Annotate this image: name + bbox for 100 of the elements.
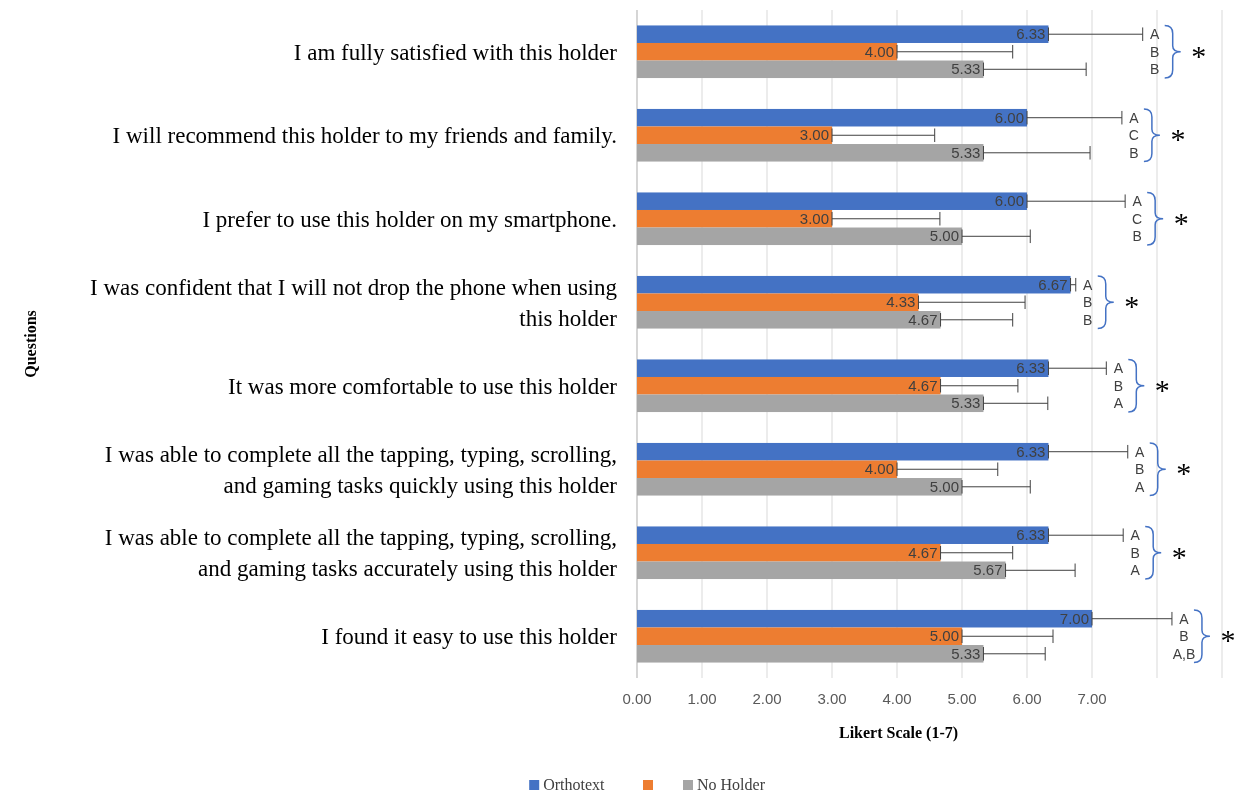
- annotation: *: [1220, 623, 1236, 657]
- bar: [637, 311, 941, 329]
- annotation: A: [1135, 443, 1146, 460]
- annotation: A: [1130, 527, 1141, 544]
- data-label: 6.67: [1038, 275, 1068, 293]
- x-tick-label: 0.00: [622, 690, 652, 707]
- x-tick-label: 7.00: [1077, 690, 1107, 707]
- bar: [637, 42, 897, 61]
- annotation: B: [1129, 144, 1139, 161]
- bar: [637, 293, 919, 312]
- data-label: 6.33: [1016, 442, 1046, 460]
- y-tick-label: I will recommend this holder to my friends and family.: [112, 123, 617, 149]
- annotation: B: [1135, 461, 1145, 478]
- legend-label: Orthotext: [543, 776, 606, 793]
- data-label: 5.00: [929, 477, 959, 495]
- annotation: *: [1170, 122, 1186, 156]
- data-label: 6.00: [994, 108, 1024, 126]
- bar: [637, 126, 832, 145]
- x-tick-label: 6.00: [1012, 690, 1042, 707]
- annotation: A: [1113, 360, 1124, 377]
- y-tick-label: I was able to complete all the tapping, typing, scrolling, and gaming tasks accurately using this holder: [104, 525, 618, 582]
- bar: [637, 192, 1027, 210]
- data-label: 5.33: [951, 644, 981, 662]
- annotation: *: [1176, 456, 1192, 490]
- data-label: 6.33: [1016, 526, 1046, 544]
- bar: [637, 526, 1049, 544]
- annotation: B: [1083, 311, 1093, 328]
- y-tick-label: I found it easy to use this holder: [321, 624, 618, 650]
- bar: [637, 209, 832, 228]
- annotation: *: [1124, 289, 1140, 323]
- x-tick-label: 4.00: [882, 690, 912, 707]
- annotation: B: [1150, 43, 1160, 60]
- annotation: A: [1130, 562, 1141, 579]
- x-tick-label: 5.00: [947, 690, 977, 707]
- y-tick-label: I was confident that I will not drop the phone when using this holder: [90, 274, 618, 331]
- bar: [637, 108, 1027, 127]
- bar: [637, 227, 962, 246]
- data-label: 5.00: [929, 627, 959, 645]
- y-tick-label: I was able to complete all the tapping, typing, scrolling, and gaming tasks quickly using this holder: [104, 441, 618, 498]
- legend-label: No Holder: [697, 776, 766, 793]
- data-label: 6.00: [994, 192, 1024, 210]
- bar: [637, 359, 1049, 377]
- annotation: B: [1132, 228, 1142, 245]
- data-label: 4.00: [864, 460, 894, 478]
- data-label: 5.33: [951, 143, 981, 161]
- bar: [637, 645, 984, 663]
- annotation: A,B: [1172, 645, 1196, 662]
- data-label: 3.00: [799, 126, 829, 144]
- annotation: B: [1083, 294, 1093, 311]
- bar: [637, 376, 941, 395]
- data-label: 6.33: [1016, 25, 1046, 43]
- annotation: A: [1129, 109, 1140, 126]
- annotation: B: [1113, 377, 1123, 394]
- data-label: 5.67: [973, 561, 1003, 579]
- annotation: B: [1179, 628, 1189, 645]
- annotation: *: [1171, 539, 1187, 573]
- bar: [637, 394, 984, 413]
- data-label: 4.67: [908, 376, 938, 394]
- annotation: A: [1150, 26, 1161, 43]
- annotation: A: [1083, 276, 1094, 293]
- annotation: *: [1191, 38, 1207, 72]
- y-tick-label: It was more comfortable to use this holder: [228, 373, 618, 399]
- y-axis-title: Questions: [22, 310, 39, 378]
- annotation: *: [1173, 205, 1189, 239]
- bar: [637, 442, 1049, 461]
- bar: [637, 609, 1092, 628]
- annotation: C: [1128, 127, 1139, 144]
- x-axis-title: Likert Scale (1-7): [838, 724, 959, 742]
- annotation: A: [1113, 395, 1124, 412]
- annotation: C: [1132, 210, 1143, 227]
- data-label: 4.00: [864, 42, 894, 60]
- y-tick-label: I am fully satisfied with this holder: [293, 39, 618, 65]
- bar: [637, 561, 1006, 580]
- data-label: 7.00: [1059, 609, 1089, 627]
- bar: [637, 627, 962, 646]
- bar: [637, 60, 984, 79]
- annotation: *: [1154, 372, 1170, 406]
- x-tick-label: 3.00: [817, 690, 847, 707]
- y-tick-label: I prefer to use this holder on my smartphone.: [202, 206, 617, 232]
- bar: [637, 144, 984, 162]
- bar: [637, 543, 941, 562]
- annotation: B: [1150, 61, 1160, 78]
- x-tick-label: 1.00: [687, 690, 717, 707]
- bar: [637, 25, 1049, 43]
- data-label: 4.67: [908, 543, 938, 561]
- bar: [637, 275, 1071, 294]
- annotation: A: [1135, 478, 1146, 495]
- x-tick-label: 2.00: [752, 690, 782, 707]
- bar: [637, 460, 897, 479]
- data-label: 3.00: [799, 209, 829, 227]
- data-label: 5.00: [929, 227, 959, 245]
- data-label: 5.33: [951, 394, 981, 412]
- bar: [637, 478, 962, 496]
- data-label: 6.33: [1016, 359, 1046, 377]
- data-label: 5.33: [951, 60, 981, 78]
- data-label: 4.67: [908, 310, 938, 328]
- data-label: 4.33: [886, 293, 916, 311]
- annotation: A: [1132, 193, 1143, 210]
- annotation: B: [1130, 544, 1140, 561]
- annotation: A: [1179, 610, 1190, 627]
